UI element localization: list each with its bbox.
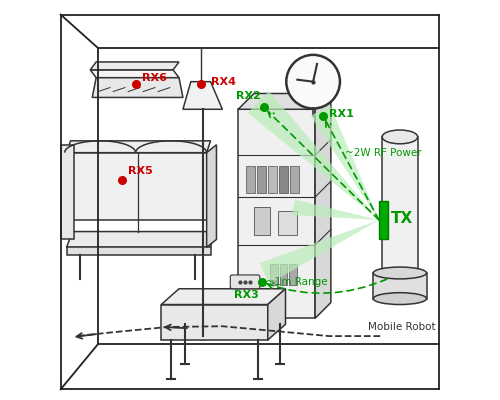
Polygon shape (92, 78, 183, 98)
Ellipse shape (382, 270, 418, 280)
Ellipse shape (192, 332, 214, 340)
Polygon shape (66, 232, 214, 247)
Polygon shape (90, 70, 179, 78)
Bar (270, 264, 278, 285)
Polygon shape (66, 247, 210, 255)
Text: ~1m Range: ~1m Range (266, 277, 328, 287)
Polygon shape (90, 62, 179, 70)
Text: RX2: RX2 (236, 92, 261, 102)
Polygon shape (161, 289, 286, 304)
Ellipse shape (382, 130, 418, 144)
Polygon shape (60, 145, 74, 240)
Bar (382, 137, 418, 275)
Bar (257, 166, 266, 193)
Polygon shape (66, 153, 206, 220)
Text: RX4: RX4 (210, 78, 236, 88)
Polygon shape (310, 106, 379, 220)
Text: TX: TX (390, 211, 413, 226)
Polygon shape (292, 200, 379, 220)
Bar (268, 166, 277, 193)
Polygon shape (66, 141, 210, 153)
Bar (374, 273, 426, 299)
Polygon shape (268, 289, 285, 340)
Text: RX5: RX5 (128, 166, 152, 176)
Text: RX1: RX1 (329, 109, 354, 119)
Polygon shape (206, 145, 216, 247)
Bar (379, 201, 388, 239)
Bar (246, 166, 254, 193)
Circle shape (286, 55, 340, 108)
Bar (280, 264, 287, 285)
Ellipse shape (374, 293, 426, 304)
Bar (290, 264, 298, 285)
Ellipse shape (374, 267, 426, 279)
Text: ~2W RF Power: ~2W RF Power (344, 148, 422, 158)
Text: Mobile Robot: Mobile Robot (368, 322, 436, 332)
Polygon shape (238, 109, 315, 318)
Bar (254, 207, 270, 235)
Polygon shape (238, 94, 331, 109)
Text: RX6: RX6 (142, 73, 167, 83)
FancyBboxPatch shape (230, 275, 260, 289)
Polygon shape (183, 82, 222, 109)
Polygon shape (161, 304, 268, 340)
Polygon shape (260, 220, 379, 284)
Bar (279, 166, 288, 193)
Polygon shape (248, 91, 379, 220)
Text: RX3: RX3 (234, 290, 259, 300)
Bar (278, 211, 297, 235)
Polygon shape (315, 94, 331, 318)
Bar (290, 166, 299, 193)
